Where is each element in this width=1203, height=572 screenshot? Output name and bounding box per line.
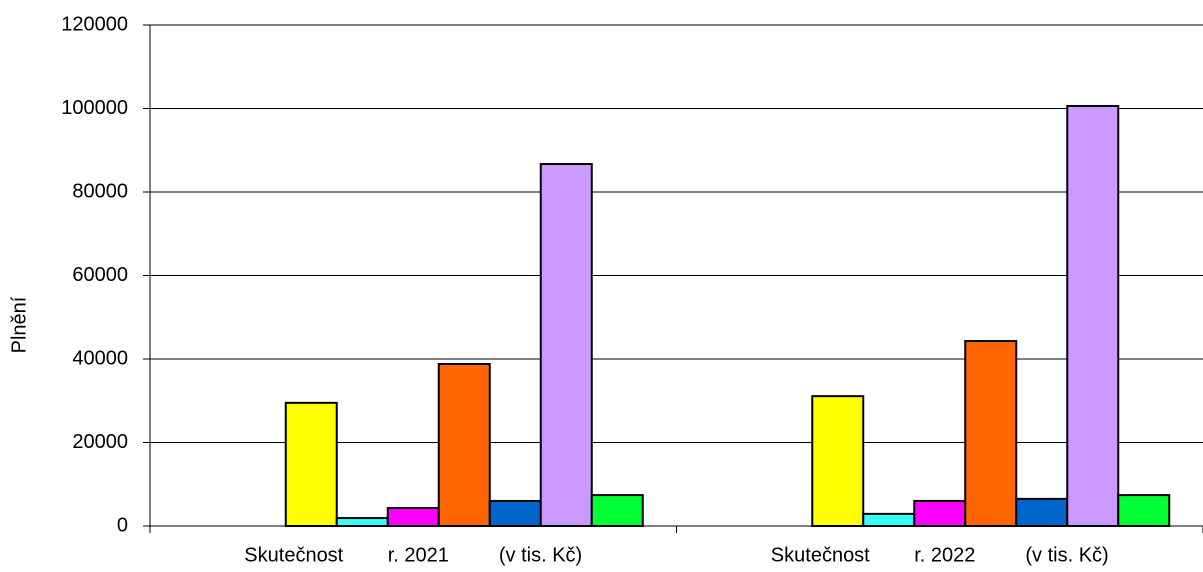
y-tick-label: 100000 xyxy=(61,97,128,119)
bar xyxy=(1066,104,1120,528)
bar xyxy=(1015,497,1069,527)
y-axis-label: Plnění xyxy=(8,296,30,353)
x-tick-label: Skutečnost r. 2022 (v tis. Kč) xyxy=(771,544,1109,566)
y-tick-label: 80000 xyxy=(72,180,128,202)
bar xyxy=(437,363,491,528)
bar xyxy=(590,494,644,528)
bar xyxy=(811,395,865,527)
bar xyxy=(539,163,593,527)
bar xyxy=(488,499,542,528)
y-tick-label: 60000 xyxy=(72,264,128,286)
x-tick-label: Skutečnost r. 2021 (v tis. Kč) xyxy=(244,544,582,566)
bar xyxy=(862,512,916,528)
y-tick-label: 40000 xyxy=(72,347,128,369)
y-tick-label: 120000 xyxy=(61,13,128,35)
y-tick-label: 0 xyxy=(117,514,128,536)
bar xyxy=(913,499,967,528)
bar xyxy=(284,401,338,527)
y-tick-label: 20000 xyxy=(72,431,128,453)
bar xyxy=(335,517,389,528)
bar xyxy=(1117,494,1171,528)
bar xyxy=(964,340,1018,527)
bar xyxy=(386,507,440,527)
